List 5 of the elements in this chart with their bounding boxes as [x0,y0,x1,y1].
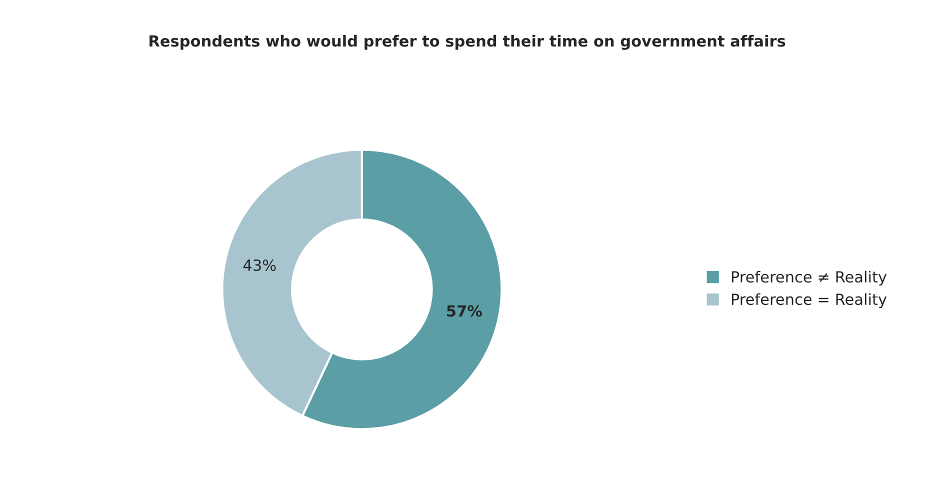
legend-label: Preference ≠ Reality [732,270,887,286]
data-label: 57% [447,305,482,317]
legend-label: Preference = Reality [732,293,887,308]
chart-title: Respondents who would prefer to spend their time on government affairs [150,34,786,50]
data-label: 43% [243,259,276,271]
